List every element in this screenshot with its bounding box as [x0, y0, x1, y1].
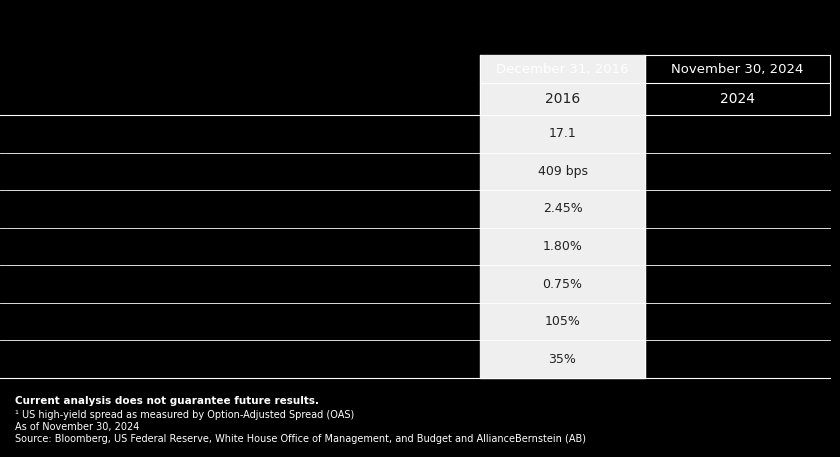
Text: 105%: 105%	[544, 315, 580, 328]
Text: Current analysis does not guarantee future results.: Current analysis does not guarantee futu…	[15, 396, 319, 406]
Text: 0.75%: 0.75%	[543, 277, 582, 291]
Text: December 31, 2016: December 31, 2016	[496, 63, 629, 75]
Text: 1.80%: 1.80%	[543, 240, 582, 253]
Text: 2016: 2016	[545, 92, 580, 106]
Text: As of November 30, 2024: As of November 30, 2024	[15, 422, 139, 432]
Text: 2.45%: 2.45%	[543, 202, 582, 215]
Text: 17.1: 17.1	[549, 128, 576, 140]
Text: ¹ US high-yield spread as measured by Option-Adjusted Spread (OAS): ¹ US high-yield spread as measured by Op…	[15, 410, 354, 420]
Text: 2024: 2024	[720, 92, 755, 106]
Text: November 30, 2024: November 30, 2024	[671, 63, 804, 75]
Text: 35%: 35%	[549, 353, 576, 366]
Text: 409 bps: 409 bps	[538, 165, 587, 178]
Bar	[480, 55, 645, 378]
Text: Source: Bloomberg, US Federal Reserve, White House Office of Management, and Bud: Source: Bloomberg, US Federal Reserve, W…	[15, 434, 586, 444]
